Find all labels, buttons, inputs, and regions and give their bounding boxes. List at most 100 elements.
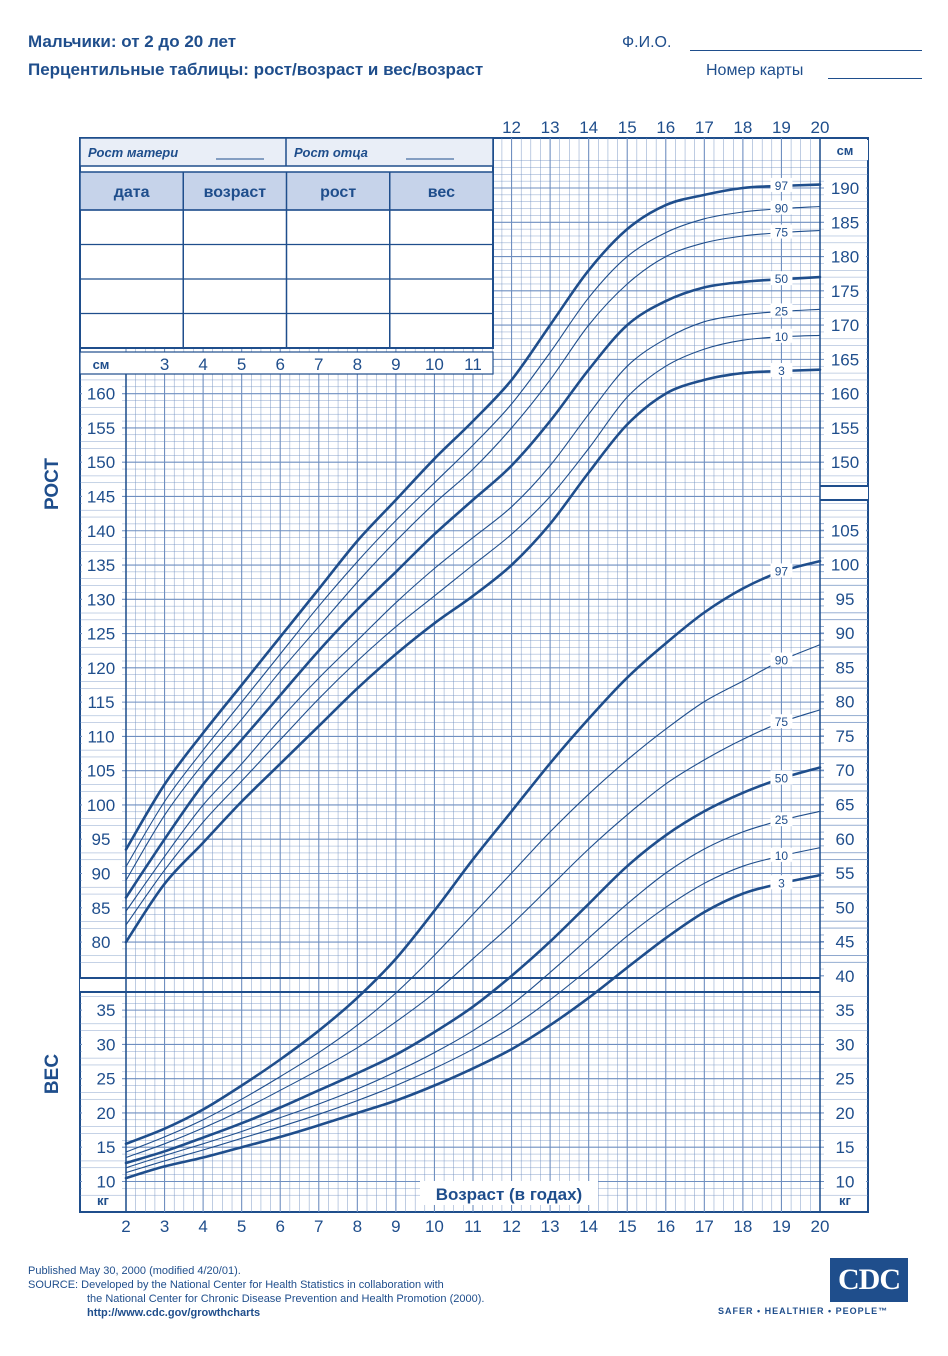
table-cell <box>184 246 285 278</box>
card-number-field-line[interactable] <box>828 78 922 79</box>
bottom-age-tick-6: 6 <box>275 1217 284 1236</box>
tick-bg <box>824 1138 866 1157</box>
weight-curve-p25 <box>125 810 821 1169</box>
tick-bg <box>824 418 866 437</box>
weight-percentile-label-90: 90 <box>775 654 789 668</box>
weight-right-tick-55: 55 <box>836 864 855 883</box>
tick-bg <box>82 693 122 712</box>
table-cell <box>288 315 389 347</box>
height-left-tick-150: 150 <box>87 453 115 472</box>
weight-right-tick-50: 50 <box>836 898 855 917</box>
tick-bg <box>824 795 866 814</box>
tick-bg <box>824 898 866 917</box>
height-right-tick-180: 180 <box>831 248 859 267</box>
weight-percentile-label-10: 10 <box>775 849 789 863</box>
page-subtitle: Перцентильные таблицы: рост/возраст и ве… <box>28 60 484 79</box>
top-age-tick-17: 17 <box>695 118 714 137</box>
xlabel-bg <box>420 1181 598 1205</box>
weight-percentile-label-3: 3 <box>778 876 785 890</box>
source-url[interactable]: http://www.cdc.gov/growthcharts <box>87 1307 261 1319</box>
published-note: Published May 30, 2000 (modified 4/20/01… <box>28 1265 241 1277</box>
tick-bg <box>824 1103 866 1122</box>
weight-curve-p90 <box>125 644 821 1153</box>
height-right-tick-185: 185 <box>831 213 859 232</box>
mid-age-tick-3: 3 <box>160 355 169 374</box>
weight-right-tick-15: 15 <box>836 1138 855 1157</box>
page-title: Мальчики: от 2 до 20 лет <box>28 32 237 51</box>
tick-bg <box>82 1103 122 1122</box>
tick-bg <box>82 1069 122 1088</box>
height-left-tick-135: 135 <box>87 556 115 575</box>
name-field-line[interactable] <box>690 50 922 51</box>
height-left-tick-85: 85 <box>92 899 111 918</box>
height-percentile-label-97: 97 <box>775 179 789 193</box>
height-left-tick-115: 115 <box>87 693 114 712</box>
tick-bg <box>824 521 866 540</box>
table-cell <box>81 315 182 347</box>
bottom-age-tick-7: 7 <box>314 1217 323 1236</box>
height-percentile-label-50: 50 <box>775 272 789 286</box>
percentile-label-bg <box>770 303 793 318</box>
height-curve-p10 <box>125 334 821 926</box>
table-cell <box>288 211 389 243</box>
percentile-label-bg <box>770 652 793 667</box>
mid-age-tick-11: 11 <box>464 355 482 374</box>
percentile-label-bg <box>770 875 793 890</box>
height-curve-p90 <box>125 205 821 868</box>
mid-age-tick-4: 4 <box>198 355 207 374</box>
tick-bg <box>824 179 866 197</box>
tick-bg <box>82 384 122 403</box>
tick-bg <box>82 487 122 506</box>
gap-left <box>80 978 822 992</box>
tick-bg <box>824 589 866 608</box>
weight-right-tick-40: 40 <box>836 967 855 986</box>
tick-bg <box>824 726 866 745</box>
height-axis-title: РОСТ <box>42 458 63 510</box>
weight-percentile-label-75: 75 <box>775 715 789 729</box>
top-age-tick-15: 15 <box>618 118 637 137</box>
top-age-tick-14: 14 <box>579 118 598 137</box>
tick-bg <box>82 898 122 917</box>
weight-right-tick-75: 75 <box>836 727 855 746</box>
tick-bg <box>82 864 122 883</box>
height-left-tick-110: 110 <box>87 727 114 746</box>
percentile-label-bg <box>770 224 793 239</box>
weight-axis-title: ВЕС <box>42 1054 63 1094</box>
tick-bg <box>824 658 866 677</box>
tick-bg <box>82 933 122 952</box>
source-line-2: the National Center for Chronic Disease … <box>87 1293 485 1305</box>
height-percentile-label-25: 25 <box>775 304 789 318</box>
top-age-tick-13: 13 <box>541 118 560 137</box>
tick-bg <box>82 1172 122 1191</box>
bottom-age-tick-5: 5 <box>237 1217 246 1236</box>
bottom-age-tick-20: 20 <box>811 1217 830 1236</box>
table-cell <box>288 280 389 312</box>
percentile-label-bg <box>770 363 793 378</box>
bottom-age-tick-8: 8 <box>353 1217 362 1236</box>
mid-age-tick-9: 9 <box>391 355 400 374</box>
weight-right-tick-95: 95 <box>836 590 855 609</box>
weight-left-tick-15: 15 <box>97 1138 116 1157</box>
mid-age-tick-10: 10 <box>425 355 444 374</box>
bottom-age-tick-14: 14 <box>579 1217 598 1236</box>
tick-bg <box>824 966 866 985</box>
tick-bg <box>82 1035 122 1054</box>
tick-bg <box>824 932 866 951</box>
bottom-age-tick-13: 13 <box>541 1217 560 1236</box>
bottom-age-tick-4: 4 <box>198 1217 207 1236</box>
height-left-tick-90: 90 <box>92 865 111 884</box>
weight-right-tick-65: 65 <box>836 795 855 814</box>
weight-percentile-label-97: 97 <box>775 564 789 578</box>
table-cell <box>391 280 492 312</box>
top-age-tick-20: 20 <box>811 118 830 137</box>
bottom-age-tick-18: 18 <box>733 1217 752 1236</box>
height-left-tick-130: 130 <box>87 590 115 609</box>
tick-bg <box>824 829 866 848</box>
height-left-tick-105: 105 <box>87 762 115 781</box>
weight-right-tick-85: 85 <box>836 658 855 677</box>
table-cell <box>288 246 389 278</box>
cdc-logo-text: CDC <box>838 1263 901 1296</box>
height-curve-p25 <box>125 308 821 912</box>
height-left-tick-160: 160 <box>87 385 115 404</box>
